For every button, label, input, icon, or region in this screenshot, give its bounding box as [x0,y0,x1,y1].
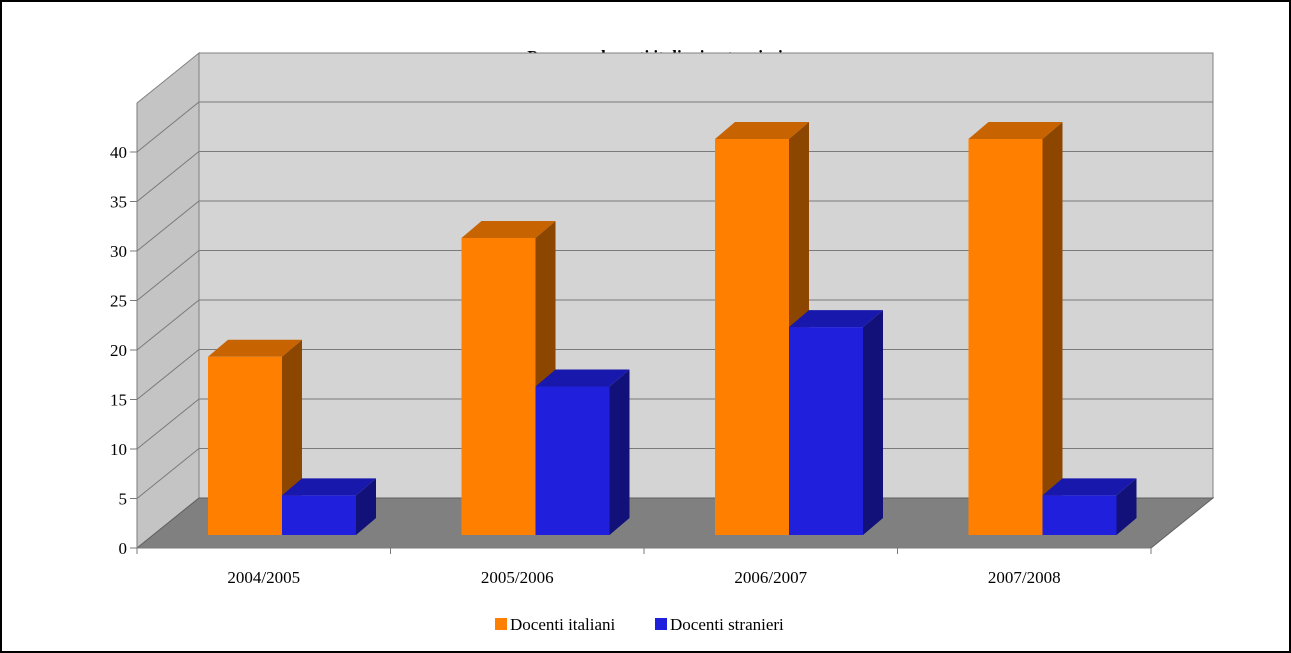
bars [208,122,1137,535]
bar-top [968,122,1063,139]
bar [789,310,883,535]
bar-front [208,356,282,535]
bar-front [282,495,356,535]
x-tick-label: 2007/2008 [988,568,1061,587]
x-tick-label: 2005/2006 [481,568,554,587]
x-tick-label: 2006/2007 [734,568,807,587]
bar-front [535,386,610,535]
y-tick-label: 30 [110,242,127,261]
legend-item: Docenti stranieri [655,615,784,634]
bar-top [789,310,883,328]
bar [968,122,1063,535]
legend: Docenti italiani Docenti stranieri [495,615,784,634]
y-tick-label: 40 [110,143,127,162]
bar-top [715,122,809,139]
gridline [136,299,1213,351]
bar [535,369,630,535]
gridline [136,250,1213,301]
bar-front [461,238,536,535]
chart-walls [135,51,1215,550]
bar-front [789,327,863,535]
bar-front [715,139,789,535]
bar-top [208,339,302,357]
bar-side [609,369,630,535]
legend-swatch [655,618,667,630]
y-tick-label: 5 [119,490,128,509]
bar-front [1042,495,1117,535]
bar-side [1116,478,1137,535]
bar-side [1042,122,1063,535]
y-tick-label: 15 [110,391,127,410]
bar-top [282,478,376,496]
y-tick-label: 25 [110,292,127,311]
bar-side [863,310,883,535]
legend-item: Docenti italiani [495,615,616,634]
x-tick-label: 2004/2005 [227,568,300,587]
bar [208,339,302,535]
y-tick-label: 35 [110,193,127,212]
axes: 0 5 10 15 20 25 30 35 40 2004/2005 2005/2006 2006/2… [110,103,1152,587]
bar-side [356,478,376,535]
gridline [136,151,1213,202]
y-tick-label: 0 [119,539,128,558]
y-tick-label: 10 [110,440,127,459]
bar [282,478,376,535]
bar-front [968,139,1043,535]
bar-top [1042,478,1137,496]
legend-label: Docenti italiani [510,615,616,634]
y-tick-label: 20 [110,341,127,360]
bar-top [461,221,556,238]
legend-swatch [495,618,507,630]
gridline [136,200,1213,252]
bar [1042,478,1137,535]
bar-top [535,369,630,387]
legend-label: Docenti stranieri [670,615,784,634]
gridline [136,101,1213,153]
